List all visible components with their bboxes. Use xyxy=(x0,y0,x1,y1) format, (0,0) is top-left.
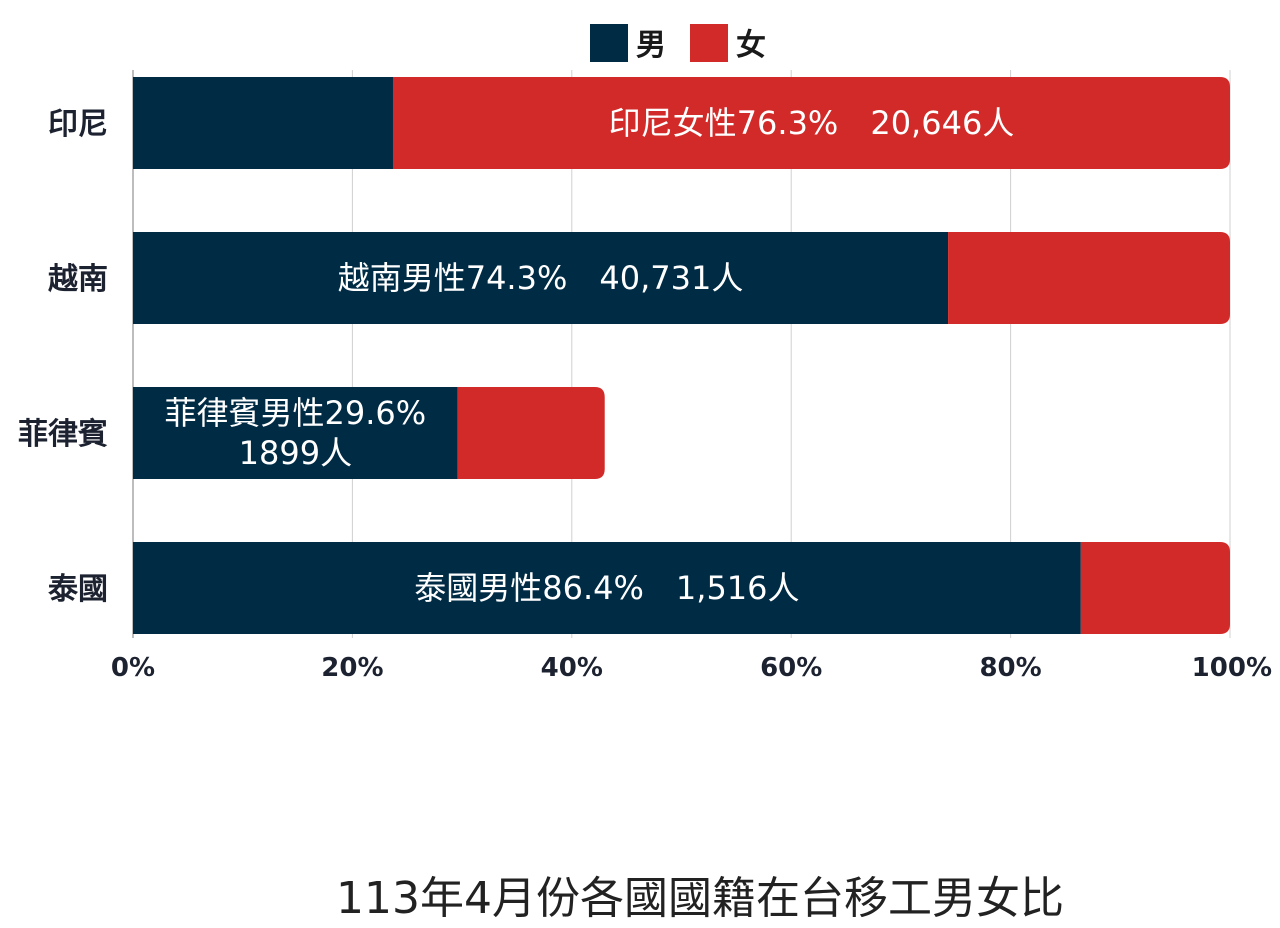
x-tick-label: 60% xyxy=(760,653,822,683)
category-label: 菲律賓 xyxy=(18,417,108,452)
x-tick-label: 80% xyxy=(979,653,1041,683)
category-label: 越南 xyxy=(48,262,108,297)
x-tick-label: 20% xyxy=(321,653,383,683)
data-label: 菲律賓男性29.6% xyxy=(165,394,427,432)
data-label: 越南男性74.3% 40,731人 xyxy=(338,259,744,297)
category-label: 泰國 xyxy=(48,572,108,607)
x-tick-labels: 0% 20% 40% 60% 80% 100% xyxy=(111,653,1272,683)
data-label: 1899人 xyxy=(239,434,352,472)
legend-label: 女 xyxy=(736,28,766,63)
chart-caption: 113年4月份各國國籍在台移工男女比 xyxy=(336,873,1064,924)
data-label: 印尼女性76.3% 20,646人 xyxy=(609,104,1015,142)
bar-segment xyxy=(133,232,949,324)
bars xyxy=(133,77,1230,634)
bar-segment xyxy=(457,387,605,479)
category-label: 印尼 xyxy=(48,107,108,142)
x-tick-label: 100% xyxy=(1192,653,1272,683)
legend-label: 男 xyxy=(636,28,666,63)
data-label: 泰國男性86.4% 1,516人 xyxy=(414,569,799,607)
bar-segment xyxy=(133,387,458,479)
legend: 男女 xyxy=(590,24,766,63)
x-tick-label: 40% xyxy=(541,653,603,683)
bar-segment xyxy=(948,232,1230,324)
bar-segment xyxy=(392,77,1230,169)
bar-segment xyxy=(133,77,393,169)
bar-segment xyxy=(133,542,1081,634)
legend-swatch xyxy=(590,24,628,62)
x-tick-label: 0% xyxy=(111,653,155,683)
legend-swatch xyxy=(690,24,728,62)
bar-segment xyxy=(1080,542,1230,634)
